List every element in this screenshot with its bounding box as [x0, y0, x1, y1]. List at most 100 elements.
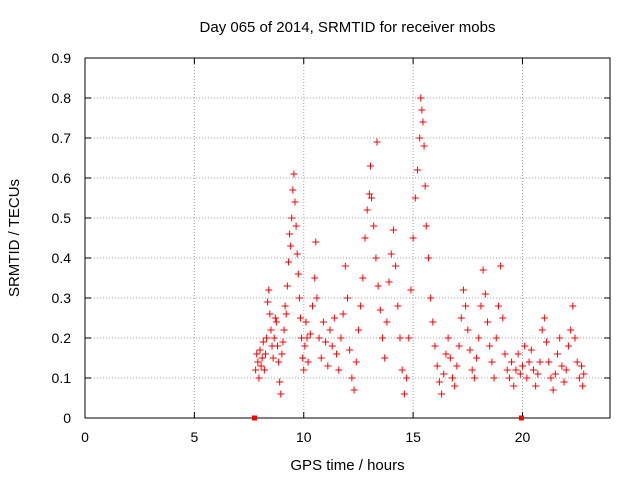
data-point	[466, 346, 474, 354]
data-point	[556, 334, 564, 342]
y-tick-label: 0.2	[52, 330, 72, 346]
data-point	[255, 374, 263, 382]
data-point	[271, 314, 279, 322]
data-point	[477, 302, 485, 310]
data-point	[317, 354, 325, 362]
data-point	[573, 358, 581, 366]
data-point	[497, 262, 505, 270]
data-point	[416, 134, 424, 142]
data-point	[543, 338, 551, 346]
data-point	[396, 334, 404, 342]
data-point	[279, 338, 287, 346]
data-point	[453, 362, 461, 370]
data-point	[468, 366, 476, 374]
data-point	[289, 186, 297, 194]
y-tick-label: 0.8	[52, 90, 72, 106]
data-point	[253, 350, 261, 358]
data-point	[315, 334, 323, 342]
data-point	[459, 286, 467, 294]
data-point	[293, 250, 301, 258]
data-point	[257, 362, 265, 370]
data-point	[357, 302, 365, 310]
data-point	[366, 162, 374, 170]
data-point	[354, 326, 362, 334]
data-point	[309, 302, 316, 310]
data-point	[578, 362, 586, 370]
axis-ticks	[84, 57, 610, 419]
data-point	[359, 274, 367, 282]
data-point	[368, 194, 376, 202]
data-point	[299, 354, 307, 362]
data-point	[256, 346, 264, 354]
data-point	[322, 338, 330, 346]
data-point	[547, 374, 555, 382]
data-point	[301, 342, 309, 350]
data-point	[265, 286, 273, 294]
data-point	[313, 294, 321, 302]
data-point	[290, 170, 298, 178]
data-point	[352, 358, 360, 366]
data-point	[276, 378, 284, 386]
data-point	[516, 370, 524, 378]
data-point	[304, 358, 312, 366]
data-point	[385, 278, 393, 286]
data-point	[267, 326, 275, 334]
data-point	[272, 318, 280, 326]
data-point	[346, 346, 354, 354]
data-point	[435, 378, 443, 386]
data-point	[421, 182, 429, 190]
y-tick-label: 0	[63, 410, 71, 426]
y-tick-label: 0.5	[52, 210, 72, 226]
y-axis-title: SRMTID / TECUs	[6, 179, 23, 297]
data-point	[470, 374, 478, 382]
data-point	[558, 362, 566, 370]
data-point	[252, 366, 260, 374]
data-point	[254, 358, 262, 366]
data-point	[569, 302, 577, 310]
x-tick-label: 15	[405, 429, 421, 445]
data-point	[414, 166, 421, 174]
data-point	[464, 326, 472, 334]
data-point	[373, 138, 381, 146]
y-tick-label: 0.4	[52, 250, 72, 266]
data-point	[361, 234, 369, 242]
data-point	[473, 354, 481, 362]
data-point	[328, 342, 336, 350]
data-point	[261, 350, 269, 358]
data-point	[341, 262, 349, 270]
data-point	[376, 306, 384, 314]
plot-frame	[84, 57, 611, 419]
data-point	[350, 386, 358, 394]
data-point	[282, 310, 290, 318]
data-point	[370, 222, 378, 230]
data-point	[499, 314, 507, 322]
data-point	[274, 342, 281, 350]
data-point	[381, 354, 389, 362]
data-point	[312, 238, 320, 246]
data-point	[525, 358, 533, 366]
data-point	[484, 318, 491, 326]
data-point	[324, 362, 332, 370]
data-point	[303, 334, 311, 342]
data-point	[300, 366, 308, 374]
data-point	[532, 382, 540, 390]
data-point	[288, 214, 296, 222]
data-point	[269, 354, 277, 362]
data-point	[431, 342, 439, 350]
data-point	[424, 254, 432, 262]
data-point	[438, 390, 446, 398]
data-point	[270, 334, 278, 342]
data-point	[538, 326, 546, 334]
data-point	[294, 270, 302, 278]
data-point	[429, 318, 437, 326]
data-point	[407, 286, 415, 294]
data-point	[475, 334, 483, 342]
data-point	[295, 294, 303, 302]
data-point	[529, 366, 537, 374]
x-tick-label: 10	[296, 429, 312, 445]
data-point	[508, 358, 516, 366]
data-point	[277, 390, 285, 398]
data-point	[283, 282, 291, 290]
